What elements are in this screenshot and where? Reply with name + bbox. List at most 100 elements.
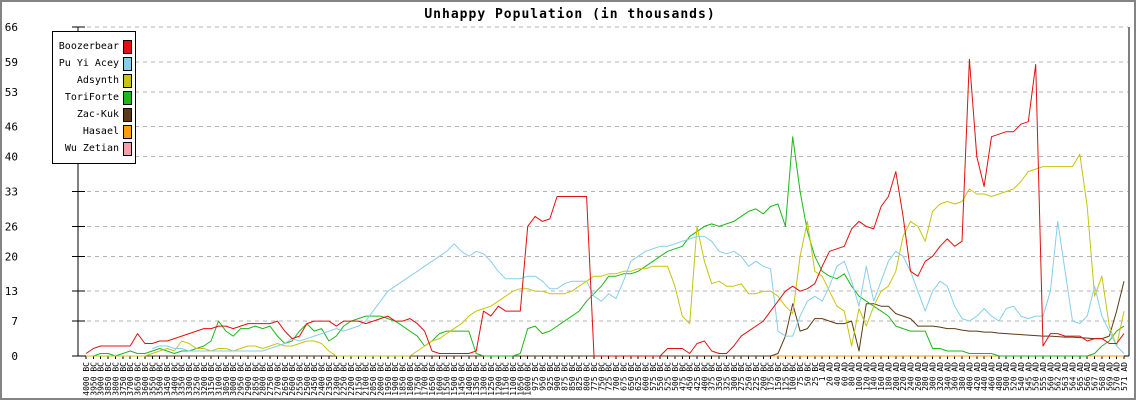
x-tick-label: 569 AD [1105,362,1114,391]
x-tick-label: 280 AD [921,362,930,391]
y-tick-label: 59 [5,56,18,69]
x-tick-label: 400 BC [700,362,709,391]
x-tick-label: 825 BC [575,362,584,391]
x-tick-label: 571 AD [1120,362,1129,391]
x-tick-label: 900 BC [553,362,562,391]
x-tick-label: 563 AD [1061,362,1070,391]
x-tick-label: 2850 BC [251,362,260,396]
x-tick-label: 600 BC [641,362,650,391]
x-tick-label: 480 AD [995,362,1004,391]
x-tick-label: 1000 BC [524,362,533,396]
x-tick-label: 375 BC [708,362,717,391]
y-tick-label: 33 [5,186,18,199]
x-tick-label: 75 BC [796,362,805,386]
x-tick-label: 180 AD [884,362,893,391]
x-tick-label: 567 AD [1091,362,1100,391]
x-tick-label: 562 AD [1054,362,1063,391]
x-tick-label: 1550 BC [443,362,452,396]
x-tick-label: 220 AD [899,362,908,391]
x-tick-label: 2200 BC [347,362,356,396]
x-tick-label: 1950 BC [384,362,393,396]
y-tick-label: 13 [5,285,18,298]
x-tick-label: 3600 BC [141,362,150,396]
x-tick-label: 3450 BC [163,362,172,396]
x-tick-label: 625 BC [634,362,643,391]
x-tick-label: 3800 BC [111,362,120,396]
x-tick-label: 1850 BC [399,362,408,396]
legend-swatch [123,141,132,156]
legend-row: Zac-Kuk [53,107,132,122]
y-tick-label: 66 [5,21,18,34]
x-tick-label: 2250 BC [340,362,349,396]
legend-row: Boozerbear [53,39,132,54]
x-tick-label: 200 BC [759,362,768,391]
x-tick-label: 564 AD [1068,362,1077,391]
legend-swatch [123,107,132,122]
x-tick-label: 575 BC [649,362,658,391]
legend-label: Adsynth [76,74,119,86]
series-line-zac-kuk [86,281,1125,357]
x-tick-label: 360 AD [951,362,960,391]
x-tick-label: 566 AD [1083,362,1092,391]
x-tick-label: 3200 BC [200,362,209,396]
legend-row: Wu Zetian [53,141,132,156]
x-tick-label: 380 AD [958,362,967,391]
y-tick-label: 7 [11,315,18,328]
x-tick-label: 700 BC [612,362,621,391]
legend-row: Hasael [53,124,132,139]
x-tick-label: 1650 BC [428,362,437,396]
x-tick-label: 140 AD [870,362,879,391]
x-tick-label: 2800 BC [259,362,268,396]
x-tick-label: 400 AD [965,362,974,391]
x-tick-label: 545 AD [1024,362,1033,391]
x-tick-label: 3900 BC [97,362,106,396]
x-tick-label: 2050 BC [369,362,378,396]
x-tick-label: 175 BC [767,362,776,391]
x-tick-label: 650 BC [627,362,636,391]
x-tick-label: 460 AD [987,362,996,391]
x-tick-label: 3150 BC [207,362,216,396]
x-tick-label: 2500 BC [303,362,312,396]
x-tick-label: 440 AD [980,362,989,391]
x-tick-label: 1500 BC [450,362,459,396]
x-tick-label: 1350 BC [472,362,481,396]
x-tick-label: 975 BC [531,362,540,391]
x-tick-label: 475 BC [678,362,687,391]
x-tick-label: 250 BC [745,362,754,391]
x-tick-label: 540 AD [1017,362,1026,391]
x-tick-label: 100 BC [789,362,798,391]
x-tick-label: 570 AD [1113,362,1122,391]
x-tick-label: 1750 BC [413,362,422,396]
legend-label: Zac-Kuk [76,108,119,120]
y-tick-label: 40 [5,151,18,164]
series-line-pu-yi-acey [152,220,1125,354]
x-tick-label: 80 AD [848,362,857,386]
x-tick-label: 2750 BC [266,362,275,396]
x-tick-label: 3750 BC [119,362,128,396]
y-tick-label: 26 [5,220,18,233]
x-tick-label: 675 BC [619,362,628,391]
x-tick-label: 275 BC [737,362,746,391]
x-tick-label: 160 AD [877,362,886,391]
x-tick-label: 2450 BC [310,362,319,396]
legend-swatch [123,39,132,54]
series-line-boozerbear [85,58,1125,357]
x-tick-label: 420 AD [973,362,982,391]
x-tick-label: 1400 BC [465,362,474,396]
x-tick-label: 875 BC [561,362,570,391]
x-tick-label: 320 AD [936,362,945,391]
x-tick-label: 560 AD [1046,362,1055,391]
x-tick-label: 2300 BC [332,362,341,396]
x-tick-label: 2650 BC [281,362,290,396]
x-tick-label: 125 BC [781,362,790,391]
x-tick-label: 3000 BC [229,362,238,396]
legend-row: ToriForte [53,90,132,105]
x-tick-label: 925 BC [546,362,555,391]
x-tick-label: 950 BC [538,362,547,391]
x-tick-label: 1700 BC [421,362,430,396]
x-tick-label: 120 AD [862,362,871,391]
x-tick-label: 1600 BC [435,362,444,396]
x-tick-label: 150 BC [774,362,783,391]
